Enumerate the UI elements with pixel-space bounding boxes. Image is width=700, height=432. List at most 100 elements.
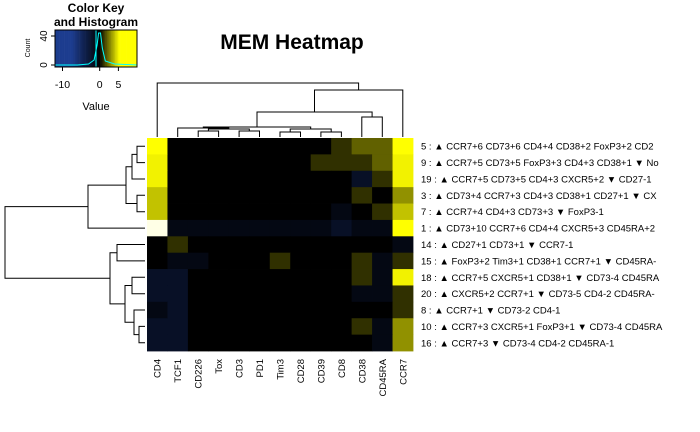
gradient-step [72,30,75,67]
heatmap-cell [269,138,291,155]
gradient-step [67,30,69,67]
heatmap-cell [372,170,393,188]
gradient-step [127,30,130,67]
heatmap-cell [372,138,393,155]
heatmap-cell [269,334,291,352]
row-label: 18 : ▲ CCR7+5 CXCR5+1 CD38+1 ▼ CD73-4 CD… [421,273,660,284]
heatmap-cell [187,187,209,204]
dendrogram-branch [256,111,373,127]
heatmap-cell [249,170,271,188]
heatmap-cell [249,187,271,204]
heatmap-cell [228,203,250,221]
heatmap-cell [392,236,414,254]
heatmap-cell [269,252,291,270]
row-label: 15 : ▲ FoxP3+2 Tim3+1 CD38+1 CCR7+1 ▼ CD… [421,256,656,267]
heatmap-cell [228,219,250,237]
dendrogram-branch [197,130,220,137]
column-label: CD38 [357,359,368,383]
gradient-step [108,30,110,67]
dendrogram-branch [156,82,360,137]
heatmap-cell [269,170,291,188]
heatmap-cell [147,236,168,254]
color-key-y-axis: 0 40 [39,30,55,68]
dendrogram-branch [131,153,145,180]
heatmap-cell [290,269,312,286]
heatmap-cell [208,334,230,352]
heatmap-cell [372,236,393,254]
gradient-step [116,30,119,67]
heatmap-cell [249,252,271,270]
heatmap-cell [392,269,414,286]
gradient-step [76,30,79,67]
heatmap-cell [310,269,332,286]
heatmap-cell [269,269,291,286]
key-y-tick-label: 40 [39,30,50,42]
heatmap-cell [249,138,271,155]
heatmap-cell [310,285,332,303]
heatmap-cell [187,301,209,319]
gradient-step [113,30,116,67]
gradient-step [115,30,117,67]
heatmap-cell [290,203,312,221]
gradient-step [130,30,132,67]
key-x-tick-label: -10 [55,79,70,91]
heatmap-cell [290,252,312,270]
dendrogram-branch [87,184,145,229]
heatmap-cell [372,269,393,286]
heatmap-cell [208,187,230,204]
gradient-step [98,30,101,67]
heatmap-cell [208,154,230,172]
color-key-frame [54,29,138,68]
row-dendrogram [4,145,145,344]
heatmap-cell [147,334,168,352]
heatmap-cell [208,170,230,188]
heatmap-cell [372,252,393,270]
heatmap-cell [392,187,414,204]
gradient-step [119,30,121,67]
heatmap-cell [310,170,332,188]
heatmap-cell [228,138,250,155]
column-label: CCR7 [398,359,409,385]
heatmap-cell [187,269,209,286]
gradient-step [56,30,59,67]
heatmap-cell [290,138,312,155]
dendrogram-branch [279,131,301,137]
row-label: 1 : ▲ CD73+10 CCR7+6 CD4+4 CXCR5+3 CD45R… [421,224,655,235]
dendrogram-branch [124,285,134,323]
gradient-step [80,30,83,67]
heatmap-cell [147,187,168,204]
heatmap-cell [167,170,189,188]
chart-title: MEM Heatmap [220,31,364,54]
heatmap-cell [392,203,414,221]
heatmap-cell [331,318,353,336]
heatmap-cell [249,203,271,221]
gradient-step [117,30,120,67]
heatmap-cell [372,318,393,336]
heatmap-cell [269,318,291,336]
heatmap-cell [228,318,250,336]
gradient-step [102,30,105,67]
heatmap-cell [310,318,332,336]
heatmap-cell [228,236,250,254]
heatmap-cell [331,219,353,237]
gradient-step [109,30,112,67]
heatmap-cell [167,187,189,204]
column-label: CD4 [153,359,164,378]
dendrogram-branch [138,325,145,344]
heatmap-cell [290,170,312,188]
heatmap-cell [290,219,312,237]
row-label: 5 : ▲ CCR7+6 CD73+6 CD4+4 CD38+2 FoxP3+2… [421,142,654,153]
heatmap-cell [310,236,332,254]
heatmap-cell [351,334,373,352]
heatmap-cell [167,334,189,352]
heatmap-cell [331,334,353,352]
heatmap-cell [310,301,332,319]
heatmap-cell [228,187,250,204]
heatmap-cell [269,187,291,204]
gradient-step [90,30,93,67]
color-key-x-label: Value [82,101,109,113]
heatmap-cell [392,138,414,155]
heatmap-cell [167,236,189,254]
heatmap-cell [167,138,189,155]
